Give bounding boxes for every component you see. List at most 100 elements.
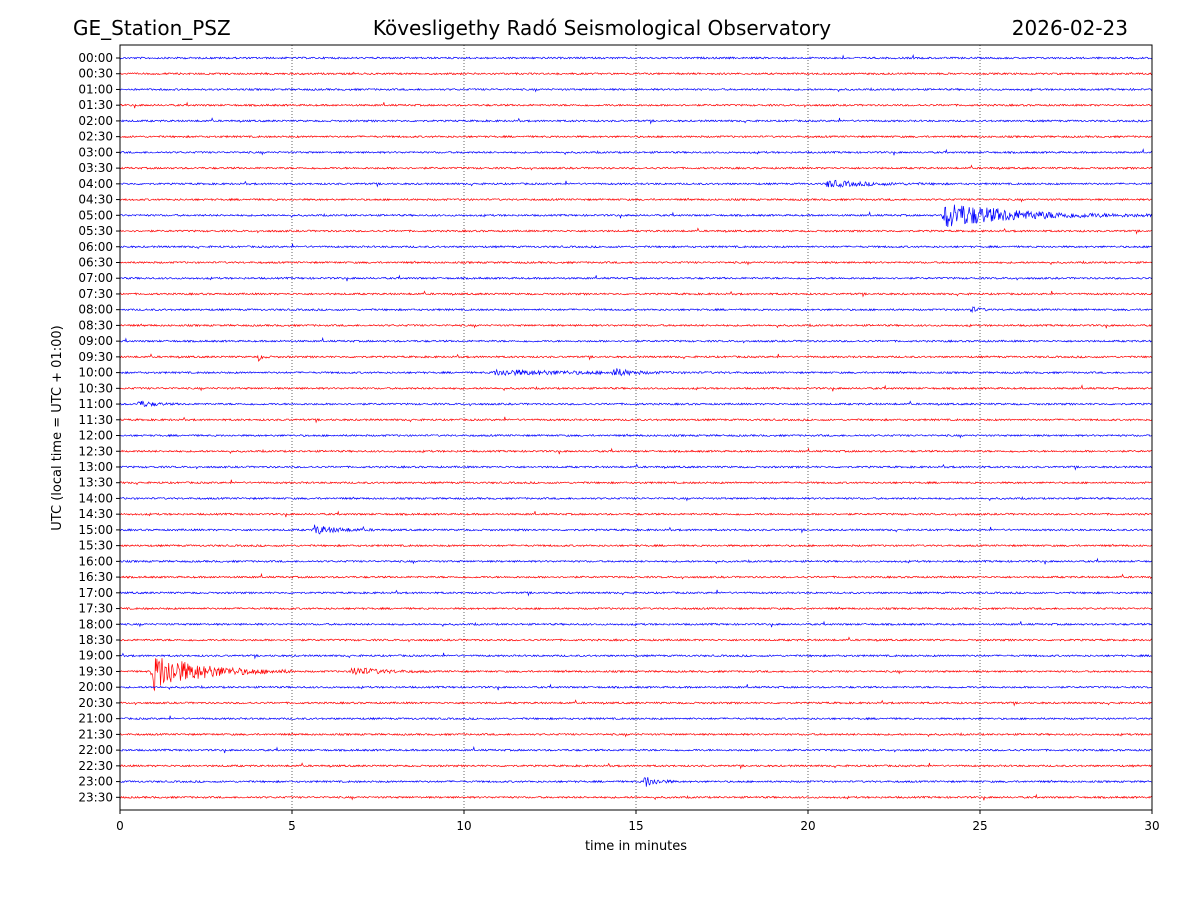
plot-frame xyxy=(119,44,1153,811)
y-tick-label-09:30: 09:30 xyxy=(78,350,113,364)
y-tick-label-23:00: 23:00 xyxy=(78,775,113,789)
trace-10:30 xyxy=(119,384,1153,392)
y-tick-label-05:30: 05:30 xyxy=(78,224,113,238)
y-tick-label-08:00: 08:00 xyxy=(78,303,113,317)
trace-00:00 xyxy=(119,53,1153,60)
trace-23:00 xyxy=(119,777,1153,787)
trace-17:00 xyxy=(119,589,1153,597)
trace-08:00 xyxy=(119,306,1153,314)
y-tick-label-18:00: 18:00 xyxy=(78,617,113,631)
x-tick-label-15: 15 xyxy=(628,819,643,833)
trace-19:30 xyxy=(119,658,1153,692)
trace-11:30 xyxy=(119,416,1153,424)
x-tick-label-10: 10 xyxy=(456,819,471,833)
y-tick-label-20:00: 20:00 xyxy=(78,680,113,694)
station-title: GE_Station_PSZ xyxy=(73,16,231,40)
y-tick-label-08:30: 08:30 xyxy=(78,318,113,332)
x-axis-label: time in minutes xyxy=(585,839,687,854)
date-title: 2026-02-23 xyxy=(1012,16,1128,40)
trace-05:00 xyxy=(119,204,1153,227)
trace-21:00 xyxy=(119,715,1152,721)
y-tick-label-22:00: 22:00 xyxy=(78,743,113,757)
trace-15:30 xyxy=(119,543,1153,548)
y-tick-label-17:30: 17:30 xyxy=(78,602,113,616)
y-tick-label-19:30: 19:30 xyxy=(78,664,113,678)
trace-20:30 xyxy=(119,699,1153,707)
trace-04:30 xyxy=(119,197,1153,203)
trace-18:30 xyxy=(119,636,1153,643)
y-axis-label: UTC (local time = UTC + 01:00) xyxy=(50,325,65,530)
y-tick-label-21:30: 21:30 xyxy=(78,727,113,741)
y-tick-label-10:00: 10:00 xyxy=(78,366,113,380)
y-tick-label-03:00: 03:00 xyxy=(78,145,113,159)
y-tick-label-15:00: 15:00 xyxy=(78,523,113,537)
trace-19:00 xyxy=(119,652,1153,660)
trace-07:30 xyxy=(119,290,1153,298)
trace-03:30 xyxy=(119,164,1153,171)
y-tick-label-02:30: 02:30 xyxy=(78,130,113,144)
trace-01:30 xyxy=(119,101,1153,109)
trace-13:00 xyxy=(119,463,1153,471)
trace-21:30 xyxy=(119,732,1153,738)
y-tick-label-06:00: 06:00 xyxy=(78,240,113,254)
trace-16:30 xyxy=(119,572,1153,580)
y-tick-label-03:30: 03:30 xyxy=(78,161,113,175)
y-tick-label-16:30: 16:30 xyxy=(78,570,113,584)
x-tick-label-25: 25 xyxy=(972,819,987,833)
y-tick-label-05:00: 05:00 xyxy=(78,208,113,222)
trace-01:00 xyxy=(119,87,1153,93)
y-tick-label-22:30: 22:30 xyxy=(78,759,113,773)
y-tick-label-04:30: 04:30 xyxy=(78,193,113,207)
y-tick-label-01:30: 01:30 xyxy=(78,98,113,112)
trace-09:00 xyxy=(119,336,1153,344)
y-tick-label-09:00: 09:00 xyxy=(78,334,113,348)
y-tick-label-23:30: 23:30 xyxy=(78,790,113,804)
trace-06:00 xyxy=(119,243,1153,250)
trace-18:00 xyxy=(119,620,1153,628)
y-tick-label-00:00: 00:00 xyxy=(78,51,113,65)
x-axis-ticks: 0 5 10 15 20 25 30 xyxy=(116,810,1160,833)
trace-10:00 xyxy=(119,368,1153,377)
trace-23:30 xyxy=(119,793,1153,801)
y-tick-label-20:30: 20:30 xyxy=(78,696,113,710)
trace-04:00 xyxy=(119,179,1153,189)
y-tick-label-14:30: 14:30 xyxy=(78,507,113,521)
trace-07:00 xyxy=(119,274,1153,282)
trace-14:30 xyxy=(119,510,1153,518)
y-tick-label-06:30: 06:30 xyxy=(78,255,113,269)
trace-08:30 xyxy=(119,323,1153,329)
y-tick-label-15:30: 15:30 xyxy=(78,539,113,553)
y-tick-label-12:30: 12:30 xyxy=(78,444,113,458)
observatory-title: Kövesligethy Radó Seismological Observat… xyxy=(373,16,831,40)
y-tick-label-21:00: 21:00 xyxy=(78,712,113,726)
trace-17:30 xyxy=(119,606,1153,611)
trace-12:00 xyxy=(119,433,1153,439)
trace-11:00 xyxy=(119,400,1153,407)
trace-22:30 xyxy=(119,762,1153,770)
y-tick-label-13:00: 13:00 xyxy=(78,460,113,474)
trace-06:30 xyxy=(119,260,1153,266)
y-tick-label-13:30: 13:30 xyxy=(78,476,113,490)
x-tick-label-20: 20 xyxy=(800,819,815,833)
trace-14:00 xyxy=(119,496,1153,502)
trace-02:30 xyxy=(119,134,1153,139)
y-tick-label-14:00: 14:00 xyxy=(78,491,113,505)
trace-09:30 xyxy=(119,353,1153,362)
y-tick-label-07:30: 07:30 xyxy=(78,287,113,301)
trace-12:30 xyxy=(119,447,1153,455)
x-tick-label-30: 30 xyxy=(1144,819,1159,833)
y-tick-label-18:30: 18:30 xyxy=(78,633,113,647)
y-tick-label-10:30: 10:30 xyxy=(78,381,113,395)
seismic-traces xyxy=(119,53,1153,801)
y-tick-label-02:00: 02:00 xyxy=(78,114,113,128)
trace-05:30 xyxy=(119,227,1153,235)
trace-13:30 xyxy=(119,479,1153,486)
y-tick-label-16:00: 16:00 xyxy=(78,554,113,568)
trace-03:00 xyxy=(119,148,1153,156)
y-tick-label-07:00: 07:00 xyxy=(78,271,113,285)
trace-22:00 xyxy=(119,745,1153,754)
vertical-grid xyxy=(291,45,981,810)
trace-20:00 xyxy=(119,683,1153,691)
